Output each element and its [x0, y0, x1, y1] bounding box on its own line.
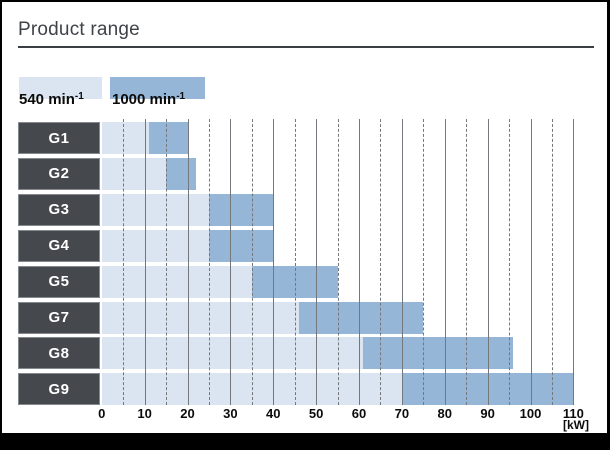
gridline-90kw: [487, 119, 489, 405]
row-label-g3: G3: [18, 193, 100, 226]
bar-540-g4: [101, 229, 209, 262]
row-label-g2: G2: [18, 157, 100, 190]
bar-540-g9: [101, 373, 402, 406]
gridline-40kw: [273, 119, 275, 405]
legend-swatch-1000: [110, 77, 205, 99]
legend-label-1000: 1000 min-1: [112, 91, 186, 108]
gridline-25kw: [208, 119, 210, 405]
bar-540-g3: [101, 193, 209, 226]
gridline-95kw: [509, 119, 511, 405]
legend-swatch-540: [19, 77, 102, 99]
bar-540-g1: [101, 122, 149, 154]
x-tick-label-100: 100: [519, 406, 542, 421]
gridline-110kw: [573, 119, 575, 405]
bar-1000-g2: [166, 157, 197, 190]
legend-label-540: 540 min-1: [19, 91, 84, 108]
x-axis: 0 10 20 30 40 50 60 70 80 90 100 110: [2, 406, 607, 422]
x-tick-label-0: 0: [98, 406, 106, 421]
gridline-70kw: [401, 119, 403, 405]
gridline-50kw: [316, 119, 318, 405]
gridline-75kw: [423, 119, 425, 405]
x-tick-label-70: 70: [394, 406, 410, 421]
gridline-55kw: [337, 119, 339, 405]
row-label-g4: G4: [18, 229, 100, 262]
page-title: Product range: [18, 19, 140, 40]
gridline-100kw: [530, 119, 532, 405]
bar-1000-g9: [401, 373, 574, 406]
row-label-g8: G8: [18, 337, 100, 370]
gridline-80kw: [444, 119, 446, 405]
row-label-g9: G9: [18, 373, 100, 406]
x-tick-label-60: 60: [351, 406, 367, 421]
x-tick-label-110: 110: [562, 406, 584, 421]
x-tick-label-50: 50: [308, 406, 324, 421]
gridline-45kw: [294, 119, 296, 405]
chart-canvas: Product range 540 min-1 1000 min-1 G1 G2 G…: [2, 2, 607, 433]
x-tick-label-30: 30: [223, 406, 238, 421]
bar-540-g7: [101, 301, 299, 334]
gridline-105kw: [551, 119, 553, 405]
gridline-60kw: [359, 119, 361, 405]
gridline-20kw: [187, 119, 189, 405]
bar-1000-g7: [299, 301, 424, 334]
gridline-35kw: [251, 119, 253, 405]
gridline-30kw: [230, 119, 232, 405]
bar-540-g5: [101, 265, 252, 298]
title-rule: [18, 46, 594, 48]
row-label-g7: G7: [18, 301, 100, 334]
unit-label: [kW]: [563, 418, 589, 432]
row-label-g5: G5: [18, 265, 100, 298]
bar-1000-g1: [148, 122, 188, 154]
bar-1000-g3: [208, 193, 274, 226]
x-tick-label-90: 90: [480, 406, 495, 421]
bar-540-g8: [101, 337, 364, 370]
gridline-5kw: [123, 119, 125, 405]
gridline-10kw: [144, 119, 146, 405]
row-label-g1: G1: [18, 122, 100, 154]
gridline-65kw: [380, 119, 382, 405]
plot-area: [100, 118, 600, 407]
x-tick-label-10: 10: [137, 406, 152, 421]
x-tick-label-40: 40: [266, 406, 281, 421]
gridline-85kw: [466, 119, 468, 405]
bar-540-g2: [101, 157, 167, 190]
chart: G1 G2 G3 G4 G5 G7 G8 G9: [2, 118, 607, 407]
x-tick-label-80: 80: [437, 406, 452, 421]
bar-1000-g4: [208, 229, 274, 262]
gridline-15kw: [166, 119, 168, 405]
bar-1000-g8: [363, 337, 514, 370]
x-tick-label-20: 20: [180, 406, 195, 421]
